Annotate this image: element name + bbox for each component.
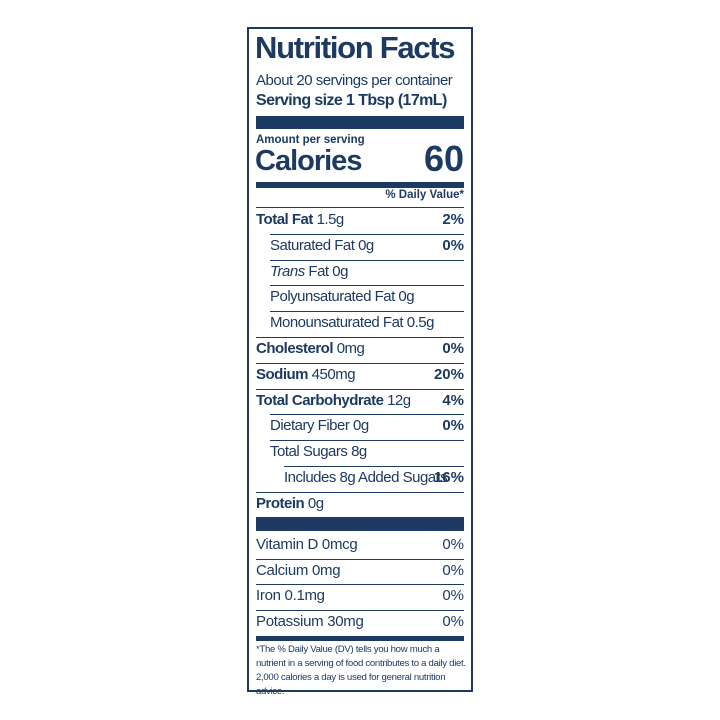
rule: [270, 285, 464, 287]
rule: [256, 558, 464, 560]
daily-value: 0%: [442, 417, 464, 435]
rule: [256, 609, 464, 611]
nutrient-amount: 0mg: [336, 340, 365, 357]
daily-value: 0%: [442, 340, 464, 357]
nutrient-name: Total Sugars: [270, 443, 348, 461]
vitamin-amount: 0mcg: [321, 536, 358, 553]
nutrient-amount: 0g: [307, 494, 324, 512]
rule: [270, 440, 464, 442]
nutrient-name: Includes 8g Added Sugars: [284, 469, 448, 486]
nutrient-amount: 1.5g: [316, 211, 345, 228]
rule: [256, 491, 464, 493]
nutrient-name: Saturated Fat: [270, 236, 355, 254]
nutrient-row: Protein 0g: [256, 495, 324, 512]
daily-value: 2%: [442, 211, 464, 228]
rule: [284, 466, 464, 467]
daily-value: 0%: [442, 612, 464, 630]
nutrient-row: Saturated Fat 0g: [270, 237, 374, 254]
rule: [270, 233, 464, 235]
nutrient-name: Sodium: [256, 365, 309, 383]
daily-value: 16%: [433, 469, 464, 486]
label-border: [247, 27, 473, 692]
rule: [256, 388, 464, 390]
daily-value: 4%: [442, 391, 464, 409]
rule: [270, 311, 464, 313]
thick-rule: [256, 116, 464, 129]
nutrient-amount: 0g: [358, 236, 374, 254]
daily-value: 0%: [442, 561, 464, 579]
vitamin-name: Potassium: [256, 612, 324, 630]
nutrient-row: Total Carbohydrate 12g: [256, 392, 411, 409]
nutrient-row: Dietary Fiber 0g: [270, 417, 369, 434]
nutrient-amount: 8g: [351, 443, 367, 461]
nutrient-amount: 12g: [387, 391, 411, 409]
nutrient-amount: 0g: [353, 417, 369, 435]
thick-rule: [256, 517, 464, 531]
nutrient-name: Monounsaturated Fat: [270, 314, 404, 332]
daily-value: 0%: [442, 536, 464, 553]
vitamin-name: Iron: [256, 587, 281, 604]
vitamin-amount: 30mg: [327, 612, 364, 630]
nutrient-prefix: Trans: [270, 262, 305, 280]
nutrient-name: Total Fat: [256, 211, 313, 228]
nutrient-row: Total Fat 1.5g: [256, 211, 344, 228]
rule: [256, 362, 464, 364]
vitamin-row: Potassium 30mg: [256, 613, 364, 630]
calories-label: Calories: [255, 145, 362, 177]
nutrient-amount: 0.5g: [406, 314, 435, 332]
nutrient-row: Sodium 450mg: [256, 365, 356, 383]
title: Nutrition Facts: [255, 30, 456, 65]
daily-value: 0%: [442, 236, 464, 254]
nutrient-name: Protein: [256, 494, 305, 512]
nutrient-amount: 0g: [398, 288, 415, 306]
daily-value: 20%: [433, 365, 464, 383]
serving-size: Serving size 1 Tbsp (17mL): [256, 92, 447, 109]
vitamin-row: Calcium 0mg: [256, 561, 341, 579]
nutrient-row: Includes 8g Added Sugars: [284, 469, 448, 486]
nutrient-name: Cholesterol: [256, 340, 334, 357]
calories-value: 60: [423, 138, 464, 179]
medium-rule: [256, 182, 464, 188]
nutrient-name: Total Carbohydrate: [256, 391, 384, 409]
footnote: *The % Daily Value (DV) tells you how mu…: [256, 644, 466, 697]
nutrient-amount: 0g: [332, 262, 348, 280]
rule: [270, 259, 464, 261]
nutrient-name: Fat: [308, 262, 329, 280]
nutrient-row: Total Sugars 8g: [270, 443, 367, 460]
vitamin-name: Vitamin D: [256, 536, 319, 553]
nutrient-name: Polyunsaturated Fat: [270, 288, 395, 306]
vitamin-row: Iron 0.1mg: [256, 587, 325, 604]
rule: [256, 337, 464, 338]
daily-value-header: % Daily Value*: [385, 189, 464, 201]
vitamin-name: Calcium: [256, 561, 309, 579]
nutrient-row: Trans Fat 0g: [270, 263, 348, 280]
rule: [256, 207, 464, 208]
vitamin-amount: 0.1mg: [284, 587, 326, 604]
medium-rule: [256, 636, 464, 641]
rule: [256, 584, 464, 585]
nutrient-amount: 450mg: [311, 365, 356, 383]
daily-value: 0%: [442, 587, 464, 604]
nutrient-name: Dietary Fiber: [270, 417, 350, 435]
nutrient-row: Cholesterol 0mg: [256, 340, 365, 357]
nutrient-row: Monounsaturated Fat 0.5g: [270, 314, 434, 331]
vitamin-row: Vitamin D 0mcg: [256, 536, 358, 553]
nutrient-row: Polyunsaturated Fat 0g: [270, 288, 415, 306]
rule: [270, 414, 464, 416]
servings: About 20 servings per container: [256, 72, 453, 89]
amount-per-serving: Amount per serving: [256, 134, 365, 146]
vitamin-amount: 0mg: [311, 561, 341, 579]
